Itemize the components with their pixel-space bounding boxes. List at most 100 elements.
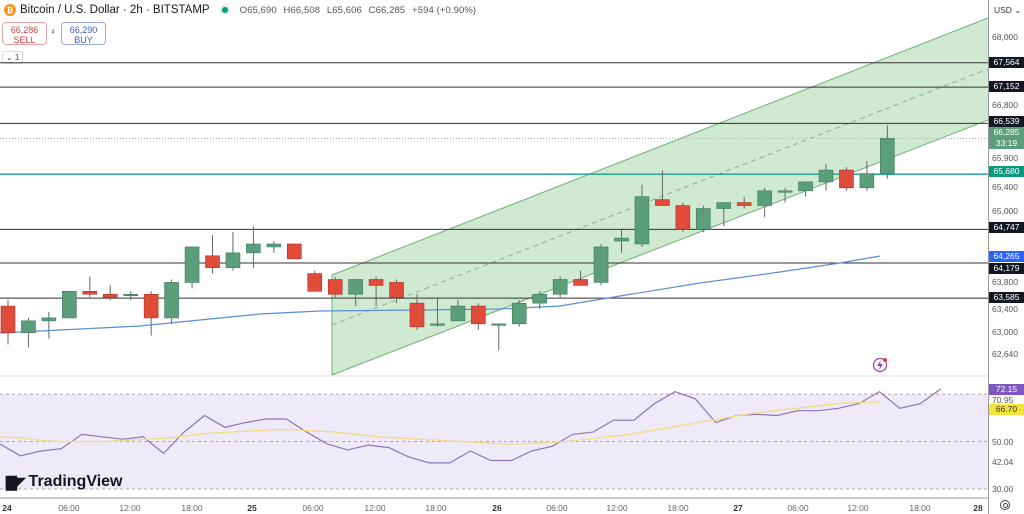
candle [205,255,220,268]
candle [634,196,650,245]
candle [798,181,813,192]
candle [552,279,568,295]
price-axis-label: 65,900 [992,153,1018,163]
price-axis-label: 70.95 [992,395,1014,405]
candle [327,279,343,295]
time-axis-label: 06:00 [787,503,809,513]
price-axis-label: 66,800 [992,100,1018,110]
candle [471,305,486,325]
candle [777,190,793,193]
spread-value: 4 [51,29,55,36]
candle [143,293,159,319]
candle [573,279,588,286]
candle [246,243,261,254]
price-axis-label: 63,000 [992,327,1018,337]
candle [348,279,363,295]
time-axis-label: 12:00 [847,503,869,513]
candle [164,282,179,319]
ohlc-low: L65,606 [326,4,362,16]
price-level-tag: 66,285 [989,126,1024,138]
candle [286,243,302,260]
notification-dot [883,358,887,362]
time-axis-label: 06:00 [546,503,568,513]
time-axis-label: 24 [2,503,12,513]
ohlc-change: +594 (+0.90%) [412,4,477,16]
candle [62,291,77,319]
chart-settings-icon[interactable] [1000,500,1010,510]
candle [409,302,425,328]
time-axis-label: 28 [973,503,983,513]
time-axis-label: 25 [247,503,257,513]
price-level-tag: 64,747 [989,221,1024,233]
sell-price: 66,286 [10,25,39,35]
price-axis-label: 68,000 [992,32,1018,42]
channel-upper-line [331,17,988,276]
candle [184,246,200,283]
candle [389,282,404,298]
candle [511,302,527,325]
rsi-value-tag: 72.15 [989,383,1024,395]
candle [430,323,445,326]
price-level-tag: 64,265 [989,250,1024,262]
sell-button[interactable]: 66,286 SELL [2,22,47,45]
time-axis-label: 18:00 [181,503,203,513]
price-level-tag: 64,179 [989,262,1024,274]
candle [41,317,57,322]
candle [839,169,854,189]
candle [736,202,752,206]
price-axis-label: 30.00 [992,484,1014,494]
price-axis-label: 62,640 [992,349,1018,359]
time-axis-label: 12:00 [119,503,141,513]
candle [123,293,138,297]
time-axis-label: 18:00 [425,503,447,513]
candle [0,305,16,334]
candle [880,138,895,174]
channel-lower-line [331,119,988,376]
price-level-tag: 63,585 [989,291,1024,303]
candle [532,293,548,304]
time-axis-label: 12:00 [606,503,628,513]
rsi-ma-line [0,401,881,445]
lightning-icon-glyph [877,360,883,370]
time-axis-label: 26 [492,503,502,513]
price-level-tag: 33:19 [989,137,1024,149]
candle [450,305,466,322]
indicators-toggle-button[interactable]: ⌄ 1 [2,51,24,64]
ohlc-values: O65,690 H66,508 L65,606 C66,285 +594 (+0… [240,5,481,16]
candle [859,173,875,189]
price-level-tag: 65,680 [989,165,1024,177]
candle [614,237,629,242]
ohlc-high: H66,508 [283,4,321,16]
rsi-value-tag: 66.70 [989,403,1024,415]
candle [102,293,118,298]
candle [82,291,98,295]
candle [307,273,323,292]
price-chart[interactable] [0,0,988,514]
price-axis-label: 63,400 [992,304,1018,314]
price-axis-label: 50.00 [992,437,1014,447]
currency-selector[interactable]: USD ⌄ [994,5,1022,15]
price-axis-label: 65,000 [992,206,1018,216]
symbol-title[interactable]: Bitcoin / U.S. Dollar · 2h · BITSTAMP [20,4,210,16]
candle [225,252,241,268]
price-axis-label: 63,800 [992,277,1018,287]
time-axis-label: 18:00 [667,503,689,513]
tradingview-logo[interactable]: ▇◤ TradingView [6,473,123,491]
buy-button[interactable]: 66,290 BUY [61,22,106,45]
time-axis-label: 27 [733,503,743,513]
buy-price: 66,290 [69,25,98,35]
candle [21,320,36,334]
channel-mid-line [331,68,988,326]
price-level-tag: 67,152 [989,80,1024,92]
time-axis-label: 06:00 [58,503,80,513]
candle [675,205,691,230]
chart-header: ₿ Bitcoin / U.S. Dollar · 2h · BITSTAMP … [0,0,990,20]
ohlc-open: O65,690 [239,4,277,16]
sell-label: SELL [13,35,36,45]
price-axis-label: 42.04 [992,457,1014,467]
tradingview-logo-icon: ▇◤ [6,473,25,490]
ohlc-close: C66,285 [368,4,406,16]
time-axis-label: 06:00 [302,503,324,513]
candle [368,279,384,286]
bitcoin-icon: ₿ [4,4,16,16]
